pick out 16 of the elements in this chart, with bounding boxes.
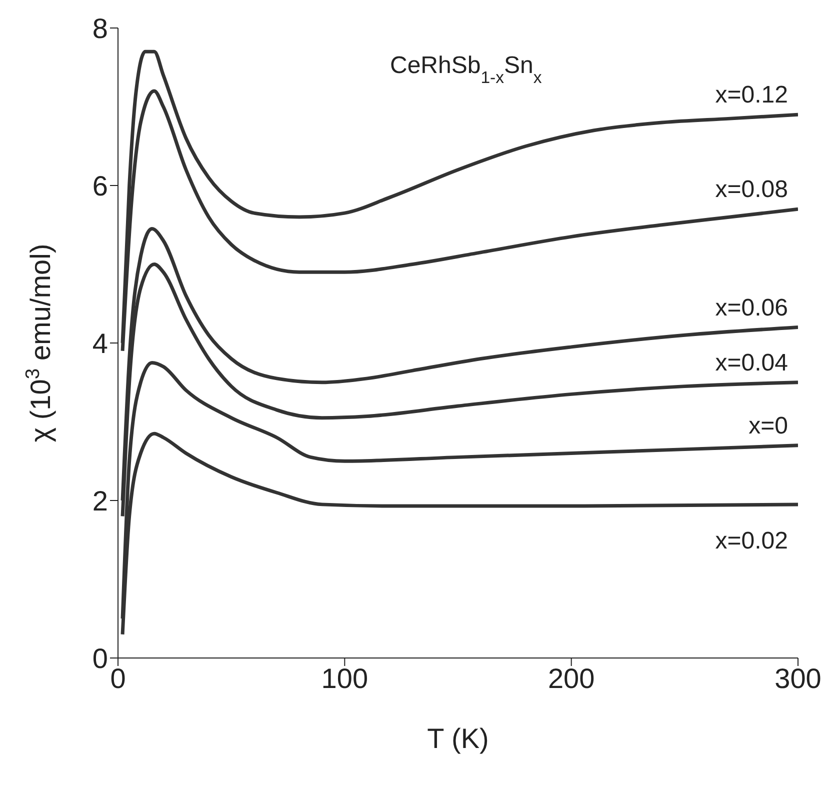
y-tick-label: 6: [92, 170, 108, 202]
x-tick-label: 100: [321, 662, 368, 694]
series-label: x=0.04: [715, 349, 788, 376]
series-label: x=0.12: [715, 82, 788, 109]
series-label: x=0.08: [715, 176, 788, 204]
y-tick-label: 2: [92, 485, 108, 516]
text: CeRhSb$_{1-x}$Sn$_{x}$: [390, 52, 542, 86]
x-axis-title: T (K): [427, 723, 489, 754]
series-label: x=0.06: [715, 294, 788, 322]
y-tick-label: 4: [92, 328, 108, 359]
series-label: x=0.02: [715, 527, 788, 554]
y-tick-label: 0: [92, 642, 108, 674]
x-tick-label: 200: [548, 662, 595, 694]
y-tick-label: 8: [92, 12, 108, 44]
series-label: x=0: [748, 412, 788, 440]
x-tick-label: 300: [774, 662, 822, 694]
